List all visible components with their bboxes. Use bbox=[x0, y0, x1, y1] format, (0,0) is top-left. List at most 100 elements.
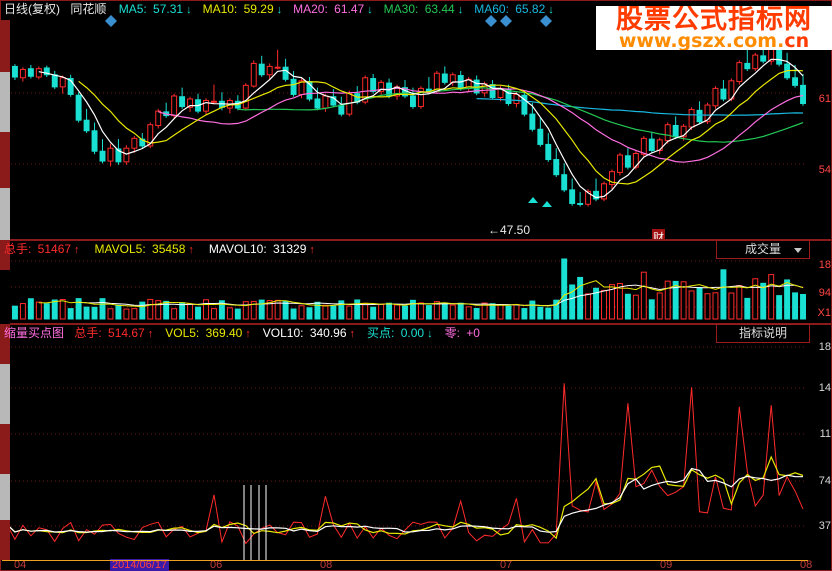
signal-diamond-icon bbox=[500, 15, 512, 27]
indicator-line bbox=[6, 383, 804, 545]
candle bbox=[378, 80, 385, 96]
candle bbox=[67, 74, 74, 97]
volume-bar bbox=[338, 300, 345, 320]
legend-item-MA20: MA20: 61.47 ↓ bbox=[293, 2, 376, 16]
candle bbox=[107, 143, 114, 167]
volume-bar bbox=[473, 307, 480, 320]
volume-bar bbox=[784, 279, 791, 320]
volume-bar bbox=[147, 298, 154, 320]
legend-key: MA30: bbox=[383, 2, 422, 16]
candle bbox=[203, 98, 209, 115]
volume-bar bbox=[362, 302, 369, 320]
price-annotation: ←47.50 bbox=[488, 223, 531, 237]
candle bbox=[601, 181, 607, 202]
indicator-title: 缩量买点图 bbox=[4, 326, 65, 340]
indicator-axis-label-4: 37 bbox=[818, 520, 831, 532]
volume-bar bbox=[139, 301, 146, 320]
candle bbox=[728, 78, 735, 102]
candle bbox=[513, 92, 520, 108]
volume-chart-panel[interactable]: 总手: 51467 ↑ MAVOL5: 35458 ↑ MAVOL10: 31329 ↑ … bbox=[0, 240, 832, 324]
volume-bar bbox=[91, 306, 98, 320]
volume-bar bbox=[115, 304, 122, 320]
candle bbox=[569, 178, 576, 206]
volume-bar bbox=[640, 271, 647, 320]
volume-bar bbox=[800, 293, 806, 320]
volume-bar bbox=[75, 298, 82, 320]
legend-item-零: 零: +0 bbox=[445, 326, 483, 340]
indicator-description-button[interactable]: 指标说明 bbox=[716, 324, 810, 343]
volume-indicator-selector[interactable]: 成交量 bbox=[716, 240, 810, 259]
candle bbox=[473, 75, 480, 96]
candle bbox=[195, 93, 201, 114]
volume-bar bbox=[449, 304, 456, 320]
legend-item-MA10: MA10: 59.29 ↓ bbox=[203, 2, 286, 16]
candle bbox=[123, 145, 130, 165]
legend-value: 340.96 bbox=[309, 326, 347, 340]
watermark-line1: 股票公式指标网 bbox=[616, 6, 812, 35]
legend-key: 总手: bbox=[74, 326, 106, 340]
x-axis-selected-date[interactable]: 2014/06/17 bbox=[110, 559, 170, 571]
ma-line-5 bbox=[38, 58, 804, 199]
legend-arrow: ↓ bbox=[548, 4, 554, 16]
legend-value: 514.67 bbox=[108, 326, 145, 340]
indicator-chart-panel[interactable]: 缩量买点图 总手: 514.67 ↑ VOL5: 369.40 ↑ VOL10: 340… bbox=[0, 324, 832, 571]
candle bbox=[417, 86, 424, 109]
indicator-line bbox=[6, 455, 804, 540]
buy-arrow-icon bbox=[528, 197, 538, 203]
candle bbox=[744, 49, 751, 71]
price-legend: 日线(复权) 同花顺 MA5: 57.31 ↓ MA10: 59.29 ↓ MA20: … bbox=[1, 1, 568, 18]
legend-arrow: ↑ bbox=[147, 328, 154, 340]
left-edge-strip-10 bbox=[0, 520, 10, 560]
legend-arrow: ↑ bbox=[349, 328, 356, 340]
volume-bar bbox=[402, 305, 408, 320]
signal-diamond-icon bbox=[105, 15, 117, 27]
watermark-tld: cn bbox=[784, 30, 810, 51]
volume-bar bbox=[370, 306, 377, 320]
candle bbox=[250, 60, 257, 88]
volume-bar bbox=[497, 303, 504, 320]
volume-bar bbox=[346, 305, 353, 320]
candle bbox=[609, 169, 615, 190]
legend-item-MA30: MA30: 63.44 ↓ bbox=[384, 2, 467, 16]
candle bbox=[274, 49, 281, 70]
left-edge-strip-5 bbox=[0, 270, 10, 324]
volume-bar bbox=[752, 278, 759, 320]
price-axis-label-1: 54 bbox=[818, 164, 831, 176]
volume-bars-svg bbox=[3, 258, 807, 320]
candle bbox=[187, 96, 194, 112]
legend-value: 51467 bbox=[37, 242, 72, 256]
indicator-lines-svg bbox=[3, 346, 807, 561]
chevron-down-icon[interactable] bbox=[794, 248, 802, 253]
volume-bar bbox=[425, 305, 432, 320]
candle bbox=[505, 84, 512, 106]
indicator-axis-label-1: 14 bbox=[818, 382, 831, 394]
volume-bar bbox=[155, 300, 162, 320]
volume-axis-label-0: 18 bbox=[818, 259, 831, 271]
candle bbox=[752, 52, 759, 71]
legend-item-MAVOL10: MAVOL10: 31329 ↑ bbox=[209, 242, 318, 256]
volume-bar bbox=[489, 303, 496, 320]
legend-arrow: ↓ bbox=[427, 328, 433, 340]
candle bbox=[163, 102, 170, 118]
volume-bar bbox=[616, 282, 623, 320]
volume-bar bbox=[107, 308, 114, 320]
period-label[interactable]: 日线(复权) bbox=[4, 2, 60, 16]
left-edge-strip-6 bbox=[0, 324, 10, 364]
indicator-axis-label-2: 11 bbox=[819, 428, 831, 440]
candle bbox=[19, 67, 26, 82]
volume-bar bbox=[417, 302, 424, 320]
indicator-line bbox=[6, 467, 804, 533]
candle bbox=[27, 64, 34, 79]
x-axis-labels: 04 06 08 07 09 08 2014/06/17 bbox=[0, 559, 832, 571]
ma-line-60 bbox=[476, 98, 804, 116]
volume-bar bbox=[35, 301, 42, 320]
volume-bar bbox=[51, 299, 58, 320]
volume-bar bbox=[203, 299, 209, 320]
x-axis-label: 09 bbox=[660, 559, 673, 571]
volume-bar bbox=[258, 299, 265, 320]
volume-bar bbox=[728, 292, 735, 320]
legend-item-VOL10: VOL10: 340.96 ↑ bbox=[263, 326, 358, 340]
volume-bar bbox=[306, 307, 313, 320]
volume-bar bbox=[131, 308, 138, 320]
candle bbox=[680, 123, 687, 141]
